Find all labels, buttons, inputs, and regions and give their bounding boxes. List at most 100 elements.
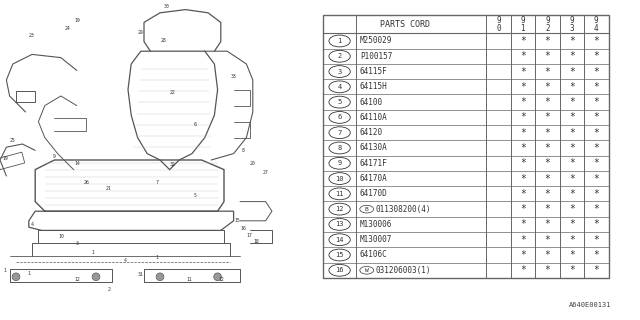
Text: 64170A: 64170A	[360, 174, 388, 183]
Text: *: *	[545, 204, 550, 214]
Text: 64110A: 64110A	[360, 113, 388, 122]
Text: 64130A: 64130A	[360, 143, 388, 152]
Text: *: *	[520, 51, 526, 61]
Text: 4: 4	[124, 258, 126, 263]
Text: 64115H: 64115H	[360, 82, 388, 91]
Text: 15: 15	[335, 252, 344, 258]
Text: 5: 5	[337, 99, 342, 105]
Text: 9: 9	[53, 154, 56, 159]
Text: *: *	[569, 51, 575, 61]
Text: 11: 11	[335, 191, 344, 197]
Text: *: *	[569, 173, 575, 184]
Text: *: *	[545, 143, 550, 153]
Text: 16: 16	[241, 226, 246, 231]
Text: 14: 14	[74, 161, 79, 166]
Text: 12: 12	[74, 276, 79, 282]
Text: *: *	[545, 173, 550, 184]
Text: 7: 7	[337, 130, 342, 136]
Text: *: *	[545, 265, 550, 275]
Text: *: *	[569, 128, 575, 138]
Text: 011308200(4): 011308200(4)	[376, 204, 431, 214]
Text: 4: 4	[337, 84, 342, 90]
Text: *: *	[545, 97, 550, 107]
Text: 27: 27	[263, 170, 268, 175]
Text: 64171F: 64171F	[360, 159, 388, 168]
Text: *: *	[545, 158, 550, 168]
Text: 17: 17	[247, 233, 252, 238]
Text: *: *	[520, 143, 526, 153]
Text: 13: 13	[335, 221, 344, 228]
Text: *: *	[520, 220, 526, 229]
Text: 9
2: 9 2	[545, 16, 550, 33]
Text: *: *	[545, 112, 550, 123]
Bar	[16, 91, 35, 102]
Text: 12: 12	[335, 206, 344, 212]
Text: 1: 1	[156, 255, 158, 260]
Text: *: *	[593, 204, 599, 214]
Text: 30: 30	[164, 4, 169, 9]
Text: 19: 19	[2, 156, 8, 161]
Text: 9
1: 9 1	[520, 16, 525, 33]
Text: 21: 21	[106, 186, 111, 191]
Text: *: *	[593, 112, 599, 123]
Text: 28: 28	[161, 37, 166, 43]
Text: A640E00131: A640E00131	[569, 302, 612, 308]
Text: 031206003(1): 031206003(1)	[376, 266, 431, 275]
Text: *: *	[593, 173, 599, 184]
Text: *: *	[545, 250, 550, 260]
Text: 64170D: 64170D	[360, 189, 388, 198]
Text: 64106C: 64106C	[360, 251, 388, 260]
Text: *: *	[545, 128, 550, 138]
Circle shape	[12, 273, 20, 281]
Text: 20: 20	[250, 161, 255, 166]
Text: 32: 32	[170, 162, 175, 167]
Text: *: *	[520, 265, 526, 275]
Text: *: *	[593, 158, 599, 168]
Text: 1: 1	[3, 268, 6, 273]
Text: 1: 1	[337, 38, 342, 44]
Text: B: B	[365, 207, 369, 212]
Text: *: *	[545, 67, 550, 76]
Text: PARTS CORD: PARTS CORD	[380, 20, 429, 29]
Text: 2: 2	[337, 53, 342, 59]
Circle shape	[92, 273, 100, 281]
Text: 9: 9	[337, 160, 342, 166]
Text: *: *	[520, 82, 526, 92]
Text: 2: 2	[108, 287, 110, 292]
Text: M130007: M130007	[360, 235, 392, 244]
Text: W: W	[365, 268, 369, 273]
Bar	[323, 15, 609, 278]
Text: *: *	[593, 265, 599, 275]
Text: *: *	[569, 82, 575, 92]
Circle shape	[156, 273, 164, 281]
Text: *: *	[545, 36, 550, 46]
Text: M130006: M130006	[360, 220, 392, 229]
Text: 11: 11	[186, 276, 191, 282]
Text: 23: 23	[29, 33, 35, 38]
Text: *: *	[593, 82, 599, 92]
Text: *: *	[593, 250, 599, 260]
Text: P100157: P100157	[360, 52, 392, 61]
Text: *: *	[593, 51, 599, 61]
Text: *: *	[520, 250, 526, 260]
Text: *: *	[569, 189, 575, 199]
Text: *: *	[545, 189, 550, 199]
Text: 64100: 64100	[360, 98, 383, 107]
Text: 33: 33	[231, 74, 236, 79]
Text: 9
0: 9 0	[496, 16, 500, 33]
Bar	[0, 152, 25, 170]
Text: *: *	[593, 220, 599, 229]
Text: 15: 15	[234, 218, 239, 223]
Text: 9
4: 9 4	[594, 16, 598, 33]
Text: *: *	[545, 235, 550, 245]
Text: *: *	[593, 97, 599, 107]
Text: 10: 10	[58, 234, 63, 239]
Text: *: *	[569, 97, 575, 107]
Text: 8: 8	[242, 148, 244, 153]
Text: 6: 6	[194, 122, 196, 127]
Text: *: *	[520, 67, 526, 76]
Text: 3: 3	[76, 241, 78, 246]
Text: *: *	[545, 220, 550, 229]
Text: *: *	[545, 82, 550, 92]
Text: *: *	[569, 220, 575, 229]
